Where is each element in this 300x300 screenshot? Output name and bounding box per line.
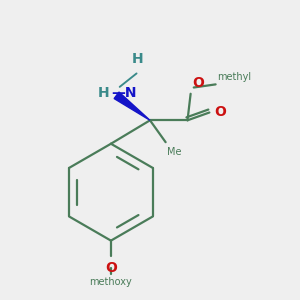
Text: H: H [98,86,109,100]
Text: methyl: methyl [218,72,252,82]
Text: O: O [214,106,226,119]
Text: O: O [192,76,204,90]
Text: —N: —N [111,86,136,100]
Text: methoxy: methoxy [90,277,132,286]
Text: Me: Me [167,147,181,157]
Polygon shape [114,92,150,120]
Text: O: O [105,261,117,275]
Text: H: H [132,52,143,66]
